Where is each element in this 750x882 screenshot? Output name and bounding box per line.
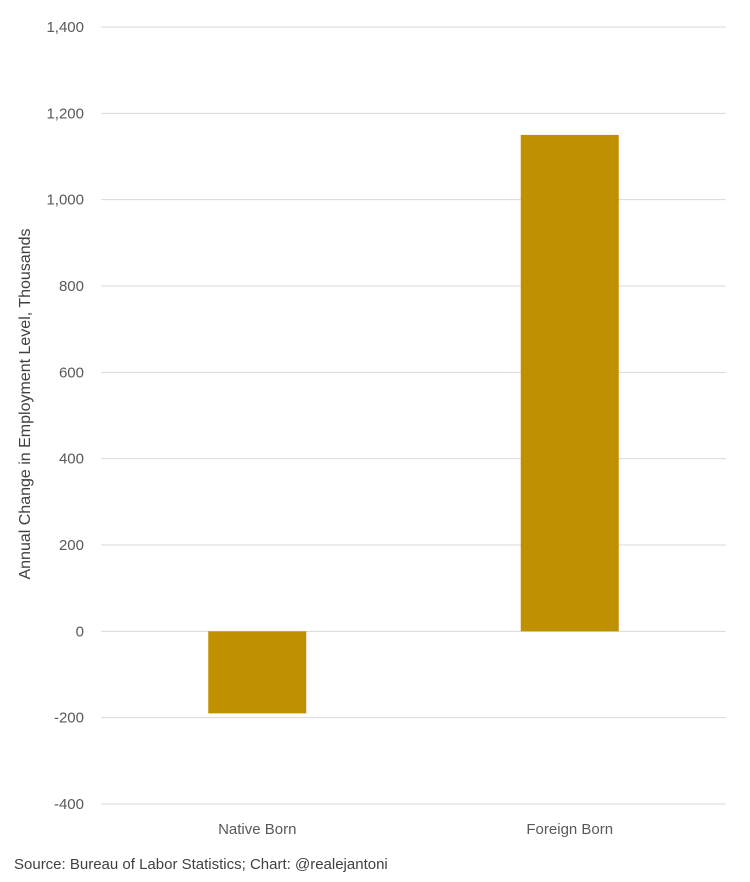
y-axis-ticks: -400 -200 0 200 400 600 800 1,000 1,200 1,400 [46, 19, 84, 813]
x-axis-categories: Native Born Foreign Born [218, 821, 613, 838]
y-tick-label: 1,000 [46, 192, 84, 209]
y-tick-label: -400 [54, 796, 84, 813]
y-axis-title: Annual Change in Employment Level, Thous… [17, 228, 34, 579]
y-tick-label: 400 [59, 451, 84, 468]
bar-native-born [208, 631, 307, 714]
bar-foreign-born [520, 134, 619, 632]
x-category-label: Native Born [218, 821, 296, 838]
y-tick-label: 200 [59, 537, 84, 554]
source-note: Source: Bureau of Labor Statistics; Char… [14, 856, 388, 873]
bars [208, 134, 619, 714]
y-tick-label: 600 [59, 364, 84, 381]
gridlines [101, 26, 726, 805]
x-category-label: Foreign Born [526, 821, 613, 838]
y-tick-label: 0 [76, 623, 84, 640]
y-tick-label: 800 [59, 278, 84, 295]
y-tick-label: -200 [54, 710, 84, 727]
y-tick-label: 1,400 [46, 19, 84, 36]
y-tick-label: 1,200 [46, 105, 84, 122]
